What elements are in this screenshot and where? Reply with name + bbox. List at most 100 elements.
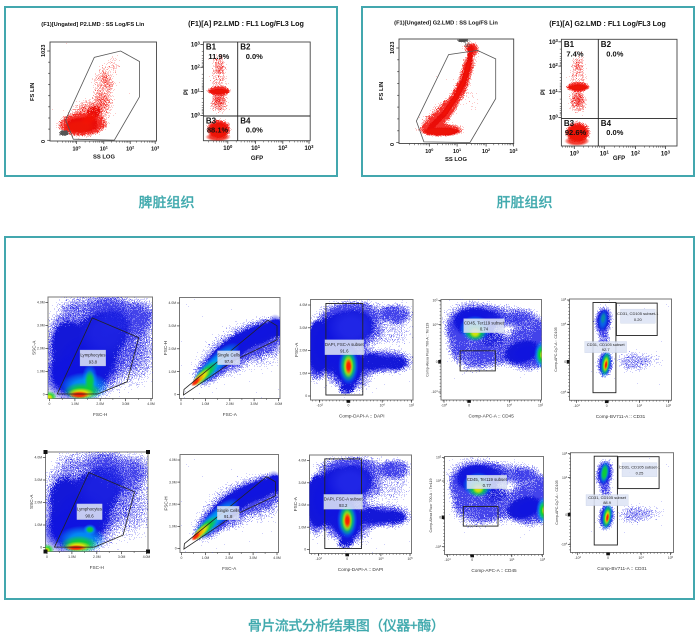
svg-text:100: 100 [223,144,233,152]
svg-text:7.4%: 7.4% [566,49,583,58]
svg-text:0: 0 [40,546,42,550]
svg-text:0.20: 0.20 [634,317,643,322]
svg-text:0: 0 [390,143,396,146]
svg-text:FSC-A: FSC-A [293,496,298,511]
svg-text:2.0M: 2.0M [93,555,101,559]
svg-text:DAPI, FSC-A subset: DAPI, FSC-A subset [324,497,364,502]
svg-text:4.0M: 4.0M [147,402,155,406]
svg-text:B1: B1 [564,40,575,49]
svg-text:103: 103 [191,41,201,49]
svg-text:-104: -104 [573,404,580,408]
svg-text:B2: B2 [240,43,251,52]
svg-text:DAPI, FSC-A subset: DAPI, FSC-A subset [325,342,365,347]
svg-text:3.0M: 3.0M [249,556,257,560]
svg-text:102: 102 [278,144,288,152]
svg-text:B1: B1 [206,43,217,52]
svg-text:103: 103 [661,150,671,158]
svg-text:0.74: 0.74 [480,327,489,332]
svg-text:0: 0 [436,360,438,364]
svg-text:4.0M: 4.0M [300,303,308,307]
svg-text:0.0%: 0.0% [606,128,623,137]
svg-text:1.0M: 1.0M [169,370,177,374]
svg-text:105: 105 [666,404,672,408]
svg-text:3.0M: 3.0M [169,480,177,484]
svg-text:2.0M: 2.0M [35,501,43,505]
svg-text:Single Cells: Single Cells [217,508,240,513]
svg-text:CD31, CD105 subset-1: CD31, CD105 subset-1 [617,311,659,316]
svg-text:-104: -104 [560,390,567,394]
svg-text:CD31, CD105 subset: CD31, CD105 subset [587,342,626,347]
svg-text:0: 0 [565,513,567,517]
svg-text:1.0M: 1.0M [202,402,210,406]
svg-text:93.2: 93.2 [339,503,348,508]
svg-text:3.0M: 3.0M [250,402,258,406]
svg-text:105: 105 [407,557,413,561]
svg-text:103: 103 [509,148,517,155]
svg-text:88.1%: 88.1% [207,126,229,135]
svg-text:104: 104 [639,556,645,560]
svg-text:104: 104 [562,476,568,480]
svg-text:FS LIN: FS LIN [379,82,385,100]
svg-text:Comp-BV711-A :: CD31: Comp-BV711-A :: CD31 [597,566,647,571]
svg-text:2.0M: 2.0M [169,502,177,506]
svg-text:101: 101 [600,150,610,158]
svg-text:B4: B4 [240,117,251,126]
svg-text:105: 105 [436,456,442,460]
svg-text:Comp-APC-A :: CD45: Comp-APC-A :: CD45 [471,568,517,573]
svg-text:Comp-APC-Cy7-A :: CD105: Comp-APC-Cy7-A :: CD105 [554,327,558,371]
svg-text:0: 0 [607,556,609,560]
svg-text:97.6: 97.6 [225,359,234,364]
svg-text:3.0M: 3.0M [169,324,177,328]
svg-text:FSC-H: FSC-H [93,412,107,417]
svg-text:3.0M: 3.0M [118,555,126,559]
svg-text:FSC-H: FSC-H [163,341,168,355]
svg-text:CD31, CD105 subset: CD31, CD105 subset [588,495,627,500]
svg-text:1023: 1023 [390,42,396,54]
svg-text:-104: -104 [431,390,438,394]
svg-text:B2: B2 [601,40,612,49]
svg-text:PI: PI [541,89,547,95]
svg-text:0.0%: 0.0% [606,49,623,58]
svg-text:FSC-H: FSC-H [164,496,169,510]
svg-text:Lymphocytes: Lymphocytes [77,507,102,512]
svg-text:B3: B3 [564,119,575,128]
svg-text:104: 104 [509,558,515,562]
svg-text:0: 0 [471,558,473,562]
svg-text:2.0M: 2.0M [226,402,234,406]
svg-text:FSC-A: FSC-A [223,412,238,417]
svg-text:Comp-Alexa Fluor 700-A :: Ter1: Comp-Alexa Fluor 700-A :: Ter119 [426,323,430,377]
svg-text:92.6%: 92.6% [565,128,587,137]
svg-text:3.0M: 3.0M [35,478,43,482]
svg-text:1.0M: 1.0M [202,556,210,560]
svg-text:Comp-APC-Cy7-A :: CD105: Comp-APC-Cy7-A :: CD105 [555,480,559,524]
svg-text:101: 101 [191,88,201,96]
svg-text:B3: B3 [206,117,217,126]
svg-text:Comp-DAPI-A :: DAPI: Comp-DAPI-A :: DAPI [339,414,385,419]
svg-text:3.0M: 3.0M [37,324,45,328]
svg-text:Comp-BV711-A :: CD31: Comp-BV711-A :: CD31 [596,414,646,419]
svg-text:Comp-DAPI-A :: DAPI: Comp-DAPI-A :: DAPI [338,567,384,572]
svg-text:101: 101 [100,146,108,153]
svg-text:SS LOG: SS LOG [93,155,115,161]
svg-text:Single Cells: Single Cells [217,353,240,358]
svg-text:1.0M: 1.0M [169,525,177,529]
svg-text:FS LIN: FS LIN [30,83,36,101]
svg-text:4.0M: 4.0M [273,556,281,560]
svg-text:SSC-A: SSC-A [29,494,34,509]
svg-text:1.0M: 1.0M [35,523,43,527]
svg-text:SS LOG: SS LOG [445,157,467,163]
svg-text:4.0M: 4.0M [169,458,177,462]
svg-text:101: 101 [549,88,559,96]
svg-text:B4: B4 [601,119,612,128]
svg-text:FSC-A: FSC-A [222,566,237,571]
svg-text:93.8: 93.8 [89,360,98,365]
svg-text:(F1)[Ungated] G2.LMD : SS Log/: (F1)[Ungated] G2.LMD : SS Log/FS Lin [394,21,498,27]
svg-text:0: 0 [347,404,349,408]
svg-text:11.9%: 11.9% [208,52,229,61]
svg-text:103: 103 [304,144,314,152]
svg-text:0: 0 [564,360,566,364]
svg-text:104: 104 [507,404,513,408]
svg-text:1.0M: 1.0M [299,526,307,530]
svg-text:2.0M: 2.0M [225,556,233,560]
svg-text:0.77: 0.77 [483,483,492,488]
